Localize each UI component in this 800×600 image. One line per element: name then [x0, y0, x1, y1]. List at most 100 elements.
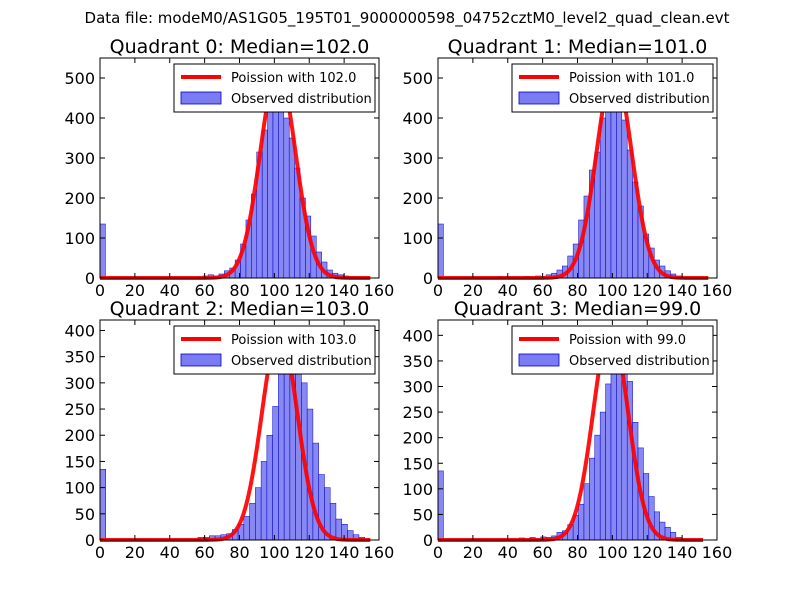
histogram-bar — [278, 369, 285, 541]
histogram-bar — [616, 91, 623, 279]
histogram-bar — [599, 117, 606, 279]
legend-fit-label: Poission with 102.0 — [231, 71, 356, 86]
histogram-bar — [583, 483, 590, 541]
subplot-quadrant-0: Quadrant 0: Median=102.00 20 40 60 80 100 120 1… — [64, 36, 394, 300]
x-tick-label: 160 — [702, 543, 733, 562]
x-tick-label: 100 — [259, 281, 290, 300]
legend: Poission with 103.0 Observed distribution — [173, 325, 376, 375]
subplot-title: Quadrant 0: Median=102.0 — [110, 36, 370, 58]
histogram-bar — [261, 129, 268, 279]
x-tick-label: 40 — [498, 281, 518, 300]
x-tick-label: 40 — [498, 543, 518, 562]
x-tick-label: 80 — [567, 281, 587, 300]
y-tick-label: 500 — [64, 69, 95, 88]
y-tick-label: 100 — [402, 480, 433, 499]
histogram-bars — [99, 335, 365, 541]
legend-hist-label: Observed distribution — [569, 92, 710, 107]
y-tick-label: 100 — [64, 229, 95, 248]
x-tick-label: 120 — [632, 281, 663, 300]
y-tick-label: 100 — [402, 229, 433, 248]
legend: Poission with 102.0 Observed distribution — [173, 63, 376, 113]
histogram-bar — [255, 487, 262, 541]
x-tick-label: 140 — [329, 543, 360, 562]
subplot-title: Quadrant 2: Median=103.0 — [110, 298, 370, 320]
subplot-grid: Quadrant 0: Median=102.00 20 40 60 80 100 120 1… — [64, 36, 732, 562]
figure-title: Data file: modeM0/AS1G05_195T01_90000005… — [85, 9, 730, 28]
y-tick-label: 0 — [423, 531, 433, 550]
x-tick-label: 160 — [364, 281, 395, 300]
x-tick-label: 60 — [532, 543, 552, 562]
subplot-quadrant-1: Quadrant 1: Median=101.00 20 40 60 80 100 120 1… — [402, 36, 732, 300]
y-tick-label: 200 — [402, 189, 433, 208]
histogram-bar — [283, 117, 290, 279]
y-tick-label: 250 — [64, 400, 95, 419]
histogram-bar — [272, 406, 279, 541]
y-tick-label: 400 — [402, 326, 433, 345]
legend: Poission with 101.0 Observed distribution — [511, 63, 714, 113]
y-tick-label: 0 — [85, 531, 95, 550]
histogram-bar — [266, 434, 273, 541]
y-tick-label: 350 — [64, 348, 95, 367]
y-tick-label: 0 — [85, 269, 95, 288]
x-tick-label: 20 — [463, 543, 483, 562]
y-tick-label: 400 — [402, 109, 433, 128]
y-tick-label: 300 — [64, 374, 95, 393]
x-tick-label: 0 — [95, 281, 105, 300]
y-tick-label: 250 — [402, 403, 433, 422]
y-tick-label: 400 — [64, 321, 95, 340]
x-tick-label: 160 — [364, 543, 395, 562]
legend-fit-label: Poission with 103.0 — [231, 333, 356, 348]
x-tick-label: 120 — [294, 281, 325, 300]
y-tick-label: 350 — [402, 352, 433, 371]
x-tick-label: 140 — [667, 543, 698, 562]
x-tick-label: 0 — [95, 543, 105, 562]
x-tick-label: 20 — [463, 281, 483, 300]
x-tick-label: 100 — [597, 281, 628, 300]
y-tick-label: 150 — [402, 454, 433, 473]
x-tick-label: 60 — [194, 281, 214, 300]
histogram-bar — [621, 119, 628, 279]
histogram-bar — [599, 411, 606, 541]
x-tick-label: 40 — [160, 281, 180, 300]
histogram-bar — [610, 89, 617, 279]
x-tick-label: 80 — [567, 543, 587, 562]
x-tick-label: 120 — [632, 543, 663, 562]
subplot-quadrant-2: Quadrant 2: Median=103.00 20 40 60 80 100 120 1… — [64, 298, 394, 562]
y-tick-label: 50 — [413, 505, 433, 524]
legend-fit-label: Poission with 99.0 — [569, 333, 686, 348]
legend-hist-swatch — [518, 353, 560, 367]
histogram-bar — [329, 503, 337, 541]
x-tick-label: 160 — [702, 281, 733, 300]
x-tick-label: 20 — [125, 543, 145, 562]
subplot-title: Quadrant 1: Median=101.0 — [448, 36, 708, 58]
histogram-bar — [288, 137, 295, 279]
histogram-bars — [437, 335, 682, 541]
x-tick-label: 60 — [532, 281, 552, 300]
histogram-bar — [578, 503, 585, 541]
histogram-bar — [605, 383, 612, 541]
y-tick-label: 150 — [64, 452, 95, 471]
legend-fit-label: Poission with 101.0 — [569, 71, 694, 86]
legend-hist-label: Observed distribution — [231, 92, 372, 107]
histogram-bar — [99, 223, 106, 279]
histogram-bar — [437, 223, 444, 279]
y-tick-label: 50 — [75, 505, 95, 524]
x-tick-label: 100 — [597, 543, 628, 562]
histogram-bar — [312, 442, 319, 541]
y-tick-label: 300 — [64, 149, 95, 168]
x-tick-label: 60 — [194, 543, 214, 562]
histogram-bar — [249, 503, 256, 541]
histogram-bar — [99, 469, 106, 541]
legend-hist-swatch — [180, 353, 222, 367]
y-tick-label: 100 — [64, 479, 95, 498]
y-tick-label: 200 — [64, 426, 95, 445]
x-tick-label: 80 — [229, 543, 249, 562]
x-tick-label: 120 — [294, 543, 325, 562]
histogram-bar — [594, 434, 601, 541]
subplot-title: Quadrant 3: Median=99.0 — [454, 298, 702, 320]
histogram-bar — [267, 91, 274, 279]
legend-hist-swatch — [180, 91, 222, 105]
y-tick-label: 200 — [402, 429, 433, 448]
histogram-bar — [437, 470, 444, 541]
